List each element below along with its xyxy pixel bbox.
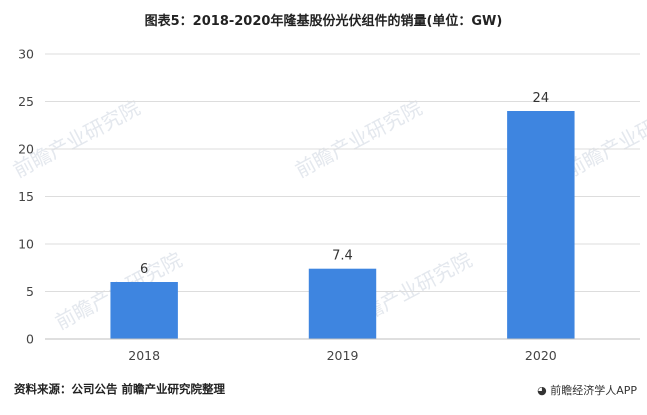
brand-text: 前瞻经济学人APP [550, 384, 637, 397]
y-tick-label: 5 [26, 284, 34, 299]
y-tick-label: 15 [18, 189, 34, 204]
y-axis: 0 5 10 15 20 25 30 [18, 47, 34, 347]
bars [110, 111, 575, 339]
x-tick-label: 2020 [525, 348, 557, 363]
bar-2018 [110, 282, 178, 339]
y-tick-label: 30 [18, 47, 34, 62]
y-tick-label: 0 [26, 332, 34, 347]
x-tick-label: 2019 [327, 348, 359, 363]
data-label: 6 [140, 262, 148, 277]
bar-2020 [507, 111, 575, 339]
source-note: 资料来源：公司公告 前瞻产业研究院整理 [14, 382, 226, 396]
watermark-text: 前瞻产业研究院 [291, 95, 426, 182]
y-tick-label: 20 [18, 142, 34, 157]
bar-2019 [308, 268, 377, 339]
weibo-icon: ◕ [537, 384, 547, 397]
chart-title: 图表5：2018-2020年隆基股份光伏组件的销量(单位：GW) [144, 14, 503, 29]
y-tick-label: 25 [18, 94, 34, 109]
data-labels: 6 7.4 24 [140, 91, 549, 277]
brand-mark: ◕ 前瞻经济学人APP [537, 382, 637, 398]
y-tick-label: 10 [18, 237, 34, 252]
data-label: 24 [533, 91, 550, 106]
x-axis: 2018 2019 2020 [45, 338, 640, 363]
x-tick-label: 2018 [128, 348, 160, 363]
data-label: 7.4 [332, 249, 353, 264]
